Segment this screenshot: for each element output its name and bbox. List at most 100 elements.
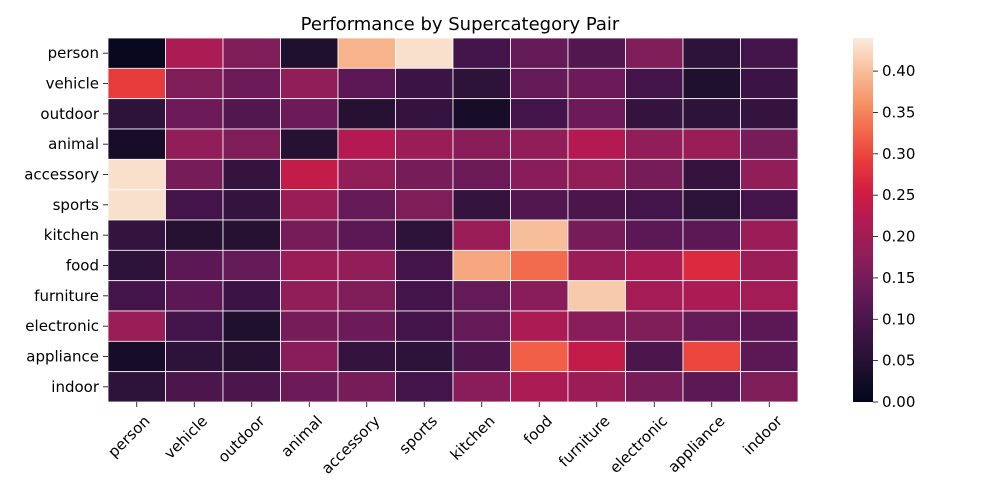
- row-label-furniture: furniture: [34, 287, 99, 305]
- heatmap-cell-electronic-indoor: [740, 310, 799, 342]
- heatmap-cell-accessory-outdoor: [222, 158, 281, 191]
- heatmap-cell-outdoor-vehicle: [165, 98, 224, 130]
- heatmap-cell-vehicle-furniture: [567, 67, 626, 100]
- heatmap-cell-outdoor-sports: [395, 98, 454, 130]
- heatmap-cell-appliance-appliance: [682, 340, 741, 373]
- colorbar-tick-label: 0.20: [882, 228, 915, 246]
- heatmap-cell-kitchen-indoor: [740, 219, 799, 251]
- heatmap-cell-outdoor-kitchen: [452, 98, 511, 130]
- row-label-vehicle: vehicle: [46, 75, 99, 93]
- heatmap-cell-person-furniture: [567, 37, 626, 69]
- column-label-indoor: indoor: [740, 411, 787, 458]
- heatmap-cell-person-accessory: [337, 37, 396, 69]
- row-label-appliance: appliance: [26, 348, 99, 366]
- heatmap-cell-electronic-sports: [395, 310, 454, 342]
- heatmap-cell-person-sports: [395, 37, 454, 69]
- heatmap-cell-animal-indoor: [740, 128, 799, 160]
- row-label-indoor: indoor: [51, 378, 100, 396]
- heatmap-cell-vehicle-indoor: [740, 67, 799, 100]
- heatmap-cell-outdoor-appliance: [682, 98, 741, 130]
- heatmap-cell-accessory-sports: [395, 158, 454, 191]
- colorbar-tick-label: 0.10: [882, 310, 915, 328]
- heatmap-cell-furniture-furniture: [567, 280, 626, 312]
- row-labels: person vehicle outdoor animal accessory sport…: [24, 44, 108, 396]
- heatmap-cell-electronic-furniture: [567, 310, 626, 342]
- heatmap-cell-furniture-appliance: [682, 280, 741, 312]
- row-label-electronic: electronic: [25, 317, 99, 335]
- heatmap-cell-indoor-electronic: [625, 371, 684, 403]
- heatmap-cell-sports-person: [107, 189, 166, 221]
- heatmap-cell-kitchen-furniture: [567, 219, 626, 251]
- heatmap-cell-indoor-furniture: [567, 371, 626, 403]
- colorbar-ticks: 0.00 0.05 0.10 0.15 0.20 0.25 0.30 0.35 0.40: [873, 62, 915, 411]
- heatmap-cell-kitchen-appliance: [682, 219, 741, 251]
- heatmap-cell-person-vehicle: [165, 37, 224, 69]
- column-label-sports: sports: [395, 412, 441, 458]
- heatmap-cell-person-appliance: [682, 37, 741, 69]
- heatmap-cell-outdoor-animal: [280, 98, 339, 130]
- heatmap-cell-food-appliance: [682, 249, 741, 282]
- heatmap-cell-animal-electronic: [625, 128, 684, 160]
- heatmap-cell-animal-person: [107, 128, 166, 160]
- column-label-person: person: [104, 412, 153, 461]
- heatmap-cell-indoor-outdoor: [222, 371, 281, 403]
- heatmap-cell-accessory-appliance: [682, 158, 741, 191]
- heatmap-cell-vehicle-food: [510, 67, 569, 100]
- heatmap-cell-sports-furniture: [567, 189, 626, 221]
- column-label-appliance: appliance: [664, 412, 728, 476]
- heatmap-cell-electronic-outdoor: [222, 310, 281, 342]
- heatmap-cell-electronic-food: [510, 310, 569, 342]
- column-label-furniture: furniture: [555, 412, 614, 471]
- chart-title: Performance by Supercategory Pair: [301, 14, 620, 35]
- heatmap-cell-furniture-accessory: [337, 280, 396, 312]
- heatmap-cell-sports-accessory: [337, 189, 396, 221]
- heatmap-cell-appliance-outdoor: [222, 340, 281, 373]
- heatmap-cell-indoor-kitchen: [452, 371, 511, 403]
- heatmap-cell-appliance-furniture: [567, 340, 626, 373]
- heatmap-cell-food-indoor: [740, 249, 799, 282]
- heatmap-cell-kitchen-vehicle: [165, 219, 224, 251]
- heatmap-cell-animal-accessory: [337, 128, 396, 160]
- heatmap-cell-kitchen-electronic: [625, 219, 684, 251]
- heatmap-cell-electronic-person: [107, 310, 166, 342]
- heatmap-cell-food-animal: [280, 249, 339, 282]
- heatmap-cell-indoor-accessory: [337, 371, 396, 403]
- heatmap-cell-electronic-kitchen: [452, 310, 511, 342]
- heatmap-cell-kitchen-accessory: [337, 219, 396, 251]
- heatmap-cell-appliance-person: [107, 340, 166, 373]
- heatmap-cell-outdoor-food: [510, 98, 569, 130]
- heatmap-cell-appliance-indoor: [740, 340, 799, 373]
- heatmap-cell-outdoor-accessory: [337, 98, 396, 130]
- heatmap-cell-person-kitchen: [452, 37, 511, 69]
- heatmap-cell-sports-kitchen: [452, 189, 511, 221]
- heatmap-cell-vehicle-appliance: [682, 67, 741, 100]
- heatmap-cell-animal-food: [510, 128, 569, 160]
- row-label-animal: animal: [48, 135, 99, 153]
- row-label-accessory: accessory: [24, 166, 99, 184]
- column-label-animal: animal: [277, 412, 326, 461]
- heatmap-cell-animal-sports: [395, 128, 454, 160]
- heatmap-cell-appliance-sports: [395, 340, 454, 373]
- heatmap-cell-appliance-vehicle: [165, 340, 224, 373]
- heatmap-cell-animal-animal: [280, 128, 339, 160]
- heatmap-cell-electronic-animal: [280, 310, 339, 342]
- heatmap-cell-sports-food: [510, 189, 569, 221]
- heatmap-cell-appliance-food: [510, 340, 569, 373]
- heatmap-cell-furniture-vehicle: [165, 280, 224, 312]
- heatmap-cell-appliance-animal: [280, 340, 339, 373]
- heatmap-cell-accessory-indoor: [740, 158, 799, 191]
- heatmap-cell-animal-furniture: [567, 128, 626, 160]
- heatmap-cell-sports-animal: [280, 189, 339, 221]
- heatmap-cell-kitchen-kitchen: [452, 219, 511, 251]
- heatmap-cell-vehicle-animal: [280, 67, 339, 100]
- colorbar-tick-label: 0.15: [882, 269, 915, 287]
- heatmap-cell-food-sports: [395, 249, 454, 282]
- heatmap-cell-person-electronic: [625, 37, 684, 69]
- heatmap-cell-vehicle-accessory: [337, 67, 396, 100]
- colorbar-tick-label: 0.05: [882, 352, 915, 370]
- heatmap-cell-electronic-vehicle: [165, 310, 224, 342]
- colorbar-tick-label: 0.40: [882, 62, 915, 80]
- heatmap-cell-indoor-animal: [280, 371, 339, 403]
